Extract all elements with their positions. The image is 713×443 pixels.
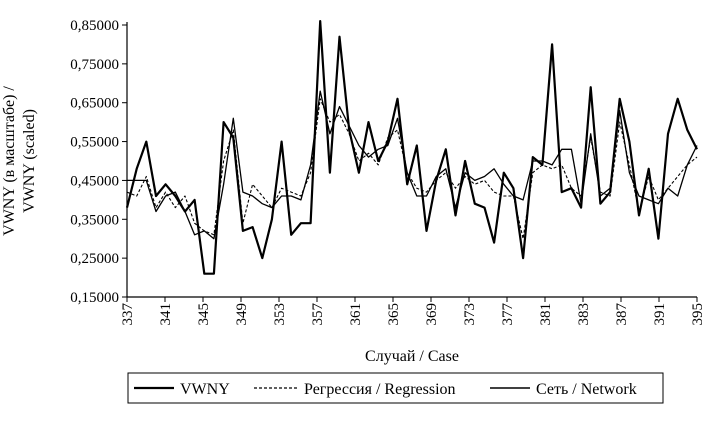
x-tick-label: 345 bbox=[196, 303, 212, 326]
y-axis: 0,15000 0,25000 0,35000 0,45000 0,55000 0,650… bbox=[70, 18, 127, 306]
y-tick-label: 0,55000 bbox=[70, 135, 119, 151]
x-axis-title: Случай / Case bbox=[365, 348, 459, 365]
y-tick-label: 0,25000 bbox=[70, 251, 119, 267]
series-lines bbox=[125, 20, 698, 275]
y-tick-label: 0,85000 bbox=[70, 18, 119, 34]
legend-box bbox=[127, 372, 664, 404]
legend-label-network: Сеть / Network bbox=[536, 381, 637, 398]
legend-label-vwny: VWNY bbox=[180, 381, 230, 398]
x-tick-label: 357 bbox=[310, 303, 326, 326]
y-tick-label: 0,15000 bbox=[70, 290, 119, 306]
x-tick-label: 361 bbox=[348, 303, 364, 326]
x-tick-label: 353 bbox=[272, 303, 288, 326]
x-axis: 337 341 345 349 353 357 361 365 369 373 377 381 383 3… bbox=[120, 297, 706, 326]
series-line-vwny bbox=[125, 20, 698, 275]
y-axis-title-line-1: VWNY (в масштабе) / bbox=[1, 86, 18, 236]
x-tick-label: 383 bbox=[576, 303, 592, 326]
legend: VWNY Регрессия / Regression Сеть / Netwo… bbox=[127, 372, 664, 404]
y-tick-label: 0,35000 bbox=[70, 212, 119, 228]
x-tick-label: 387 bbox=[614, 303, 630, 326]
y-tick-label: 0,65000 bbox=[70, 96, 119, 112]
x-tick-label: 373 bbox=[462, 303, 478, 326]
plot-frame bbox=[126, 22, 697, 298]
x-tick-label: 349 bbox=[234, 303, 250, 326]
y-axis-title-line-2: VWNY (scaled) bbox=[21, 109, 38, 213]
series-line-regression bbox=[126, 98, 698, 240]
y-tick-label: 0,75000 bbox=[70, 57, 119, 73]
x-tick-label: 391 bbox=[652, 303, 668, 326]
x-tick-label: 369 bbox=[424, 303, 440, 326]
x-tick-label: 395 bbox=[690, 303, 706, 326]
series-line-network bbox=[127, 90, 698, 240]
x-tick-label: 377 bbox=[500, 303, 516, 326]
y-tick-label: 0,45000 bbox=[70, 173, 119, 189]
x-tick-label: 381 bbox=[538, 303, 554, 326]
legend-label-regression: Регрессия / Regression bbox=[304, 381, 456, 398]
x-tick-label: 337 bbox=[120, 303, 136, 326]
x-tick-label: 341 bbox=[158, 303, 174, 326]
x-tick-label: 365 bbox=[386, 303, 402, 326]
